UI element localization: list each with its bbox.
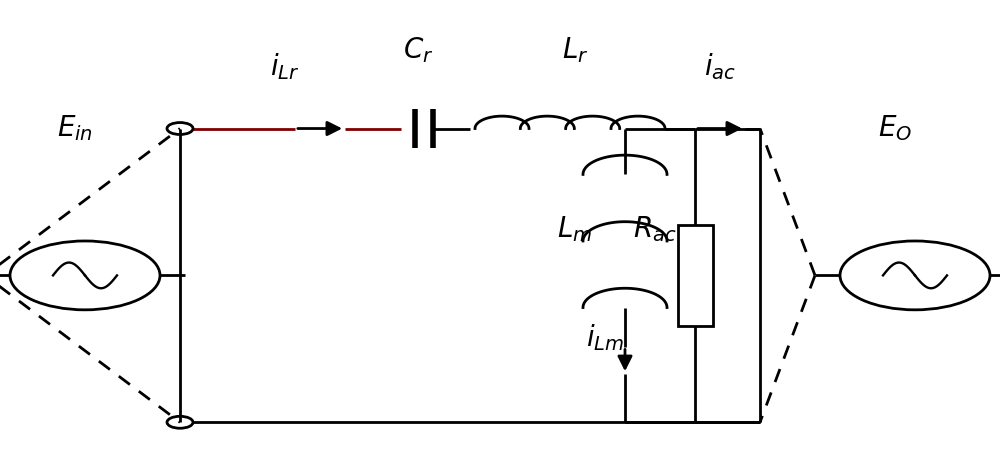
Text: $R_{ac}$: $R_{ac}$ bbox=[633, 215, 677, 244]
Text: $i_{Lr}$: $i_{Lr}$ bbox=[270, 51, 300, 82]
Text: $L_{m}$: $L_{m}$ bbox=[557, 215, 593, 244]
Text: $i_{Lm}$: $i_{Lm}$ bbox=[586, 322, 624, 353]
Bar bbox=[678, 225, 712, 326]
Text: $C_{r}$: $C_{r}$ bbox=[403, 36, 433, 65]
Text: $i_{ac}$: $i_{ac}$ bbox=[704, 51, 736, 82]
Text: $E_{in}$: $E_{in}$ bbox=[57, 114, 93, 143]
Text: $E_{O}$: $E_{O}$ bbox=[878, 114, 912, 143]
Text: $L_{r}$: $L_{r}$ bbox=[562, 36, 588, 65]
